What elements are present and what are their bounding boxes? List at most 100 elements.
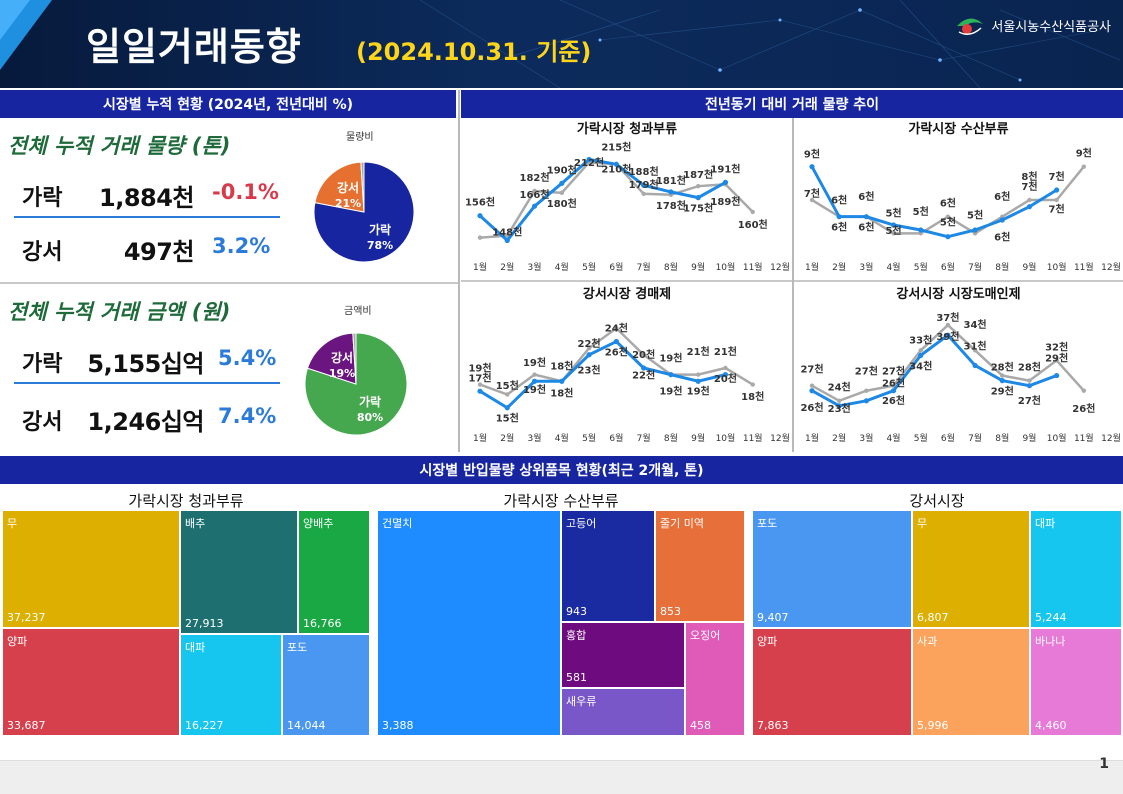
treemap-item-name: 무 <box>7 517 18 530</box>
treemap-item-name: 바나나 <box>1035 635 1066 648</box>
data-label: 17천 <box>468 371 491 384</box>
data-point <box>945 214 951 219</box>
treemap-cell: 포도 14,044 <box>282 634 370 736</box>
volume-row-gangseo: 강서 497천 3.2% <box>0 228 290 268</box>
x-tick-label: 10월 <box>716 261 736 273</box>
data-point <box>836 214 842 220</box>
data-label: 26천 <box>1072 402 1095 415</box>
volume-title: 전체 누적 거래 물량 (톤) <box>8 134 231 158</box>
line-chart-garak-seafood: 가락시장 수산부류9천7천6천6천6천6천5천5천5천6천5천5천6천6천8천7… <box>804 121 1121 273</box>
data-point <box>836 398 842 404</box>
data-point <box>559 180 565 186</box>
treemap-cell: 배추 27,913 <box>180 510 298 634</box>
treemap-item-name: 양파 <box>7 635 28 648</box>
data-label: 15천 <box>496 379 519 392</box>
data-label: 189천 <box>710 195 740 208</box>
treemap-item-name: 배추 <box>185 517 206 530</box>
data-label: 20천 <box>632 348 655 361</box>
x-tick-label: 3월 <box>859 261 873 273</box>
data-label: 5천 <box>940 216 956 229</box>
pie-slice-pct: 78% <box>367 239 393 252</box>
data-label: 26천 <box>882 394 905 407</box>
treemap-item-value: 581 <box>566 671 587 684</box>
treemap-item-value: 33,687 <box>7 719 46 732</box>
x-tick-label: 1월 <box>473 432 487 444</box>
data-point <box>613 161 619 167</box>
data-point <box>559 190 565 196</box>
data-point <box>999 378 1005 384</box>
treemap-item-name: 새우류 <box>566 695 597 708</box>
x-tick-label: 11월 <box>1074 432 1094 444</box>
data-point <box>864 388 869 393</box>
amount-value: 5,155십억 <box>87 350 204 378</box>
treemap-cell: 무 37,237 <box>2 510 180 628</box>
treemap-cell: 양배추 16,766 <box>298 510 370 634</box>
treemap-item-name: 대파 <box>1035 517 1056 530</box>
volume-pie-chart: 가락 78% 강서 21% <box>313 161 415 263</box>
volume-change-pct: -0.1% <box>212 180 279 204</box>
data-point <box>945 234 951 240</box>
treemap-item-value: 943 <box>566 605 587 618</box>
data-label: 19천 <box>523 383 546 396</box>
data-point <box>614 326 619 331</box>
data-point <box>809 164 815 170</box>
x-tick-label: 9월 <box>1022 432 1036 444</box>
x-tick-label: 3월 <box>859 432 873 444</box>
series-line-previous <box>479 326 754 396</box>
treemap-item-value: 853 <box>660 605 681 618</box>
x-tick-label: 7월 <box>968 432 982 444</box>
header-network-graphic <box>419 0 1121 88</box>
data-label: 9천 <box>1076 147 1092 160</box>
data-label: 37천 <box>936 311 959 324</box>
data-point <box>613 338 619 345</box>
treemap-cell: 대파 5,244 <box>1030 510 1122 628</box>
market-name: 가락 <box>22 186 63 211</box>
data-point <box>1054 372 1060 379</box>
data-label: 7천 <box>804 187 820 200</box>
data-point <box>695 195 701 201</box>
treemap-cell: 바나나 4,460 <box>1030 628 1122 736</box>
data-label: 21천 <box>687 345 710 358</box>
pie-slice <box>352 332 357 385</box>
x-tick-label: 9월 <box>1022 261 1036 273</box>
data-point <box>641 352 646 357</box>
amount-pie-chart: 가락 80% 강서 19% <box>304 332 408 436</box>
x-tick-label: 7월 <box>637 432 651 444</box>
treemap-cell: 무 6,807 <box>912 510 1030 628</box>
x-tick-label: 6월 <box>609 261 623 273</box>
data-point <box>477 382 483 387</box>
data-point <box>641 365 647 371</box>
pie-slice <box>314 161 365 213</box>
data-label: 29천 <box>1045 351 1068 364</box>
data-point <box>477 388 483 394</box>
series-line-current <box>478 157 727 243</box>
amount-pie-label: 금액비 <box>344 306 372 317</box>
data-point <box>641 191 646 197</box>
pie-slice-name: 가락 <box>359 394 381 409</box>
x-tick-label: 12월 <box>1101 261 1121 273</box>
x-tick-label: 10월 <box>716 432 736 444</box>
x-tick-label: 9월 <box>691 432 705 444</box>
data-label: 7천 <box>1049 202 1065 215</box>
data-label: 5천 <box>885 224 901 237</box>
data-point <box>1081 388 1087 393</box>
amount-change-pct: 5.4% <box>218 346 277 370</box>
x-tick-label: 9월 <box>691 261 705 273</box>
data-point <box>972 348 978 353</box>
market-name: 가락 <box>22 352 63 377</box>
data-point <box>695 372 701 377</box>
data-point <box>809 197 815 203</box>
data-point <box>890 222 897 228</box>
page-title: 일일거래동향 <box>86 25 302 69</box>
x-tick-label: 2월 <box>500 261 514 273</box>
x-tick-label: 4월 <box>555 261 569 273</box>
treemap-item-name: 홍합 <box>566 629 587 642</box>
data-point <box>918 352 924 358</box>
data-label: 191천 <box>710 162 740 175</box>
chart-title: 가락시장 수산부류 <box>908 121 1008 137</box>
data-label: 27천 <box>882 365 905 378</box>
treemap-item-value: 27,913 <box>185 617 224 630</box>
data-label: 27천 <box>855 365 878 378</box>
data-label: 210천 <box>601 162 631 175</box>
data-point <box>836 403 842 409</box>
